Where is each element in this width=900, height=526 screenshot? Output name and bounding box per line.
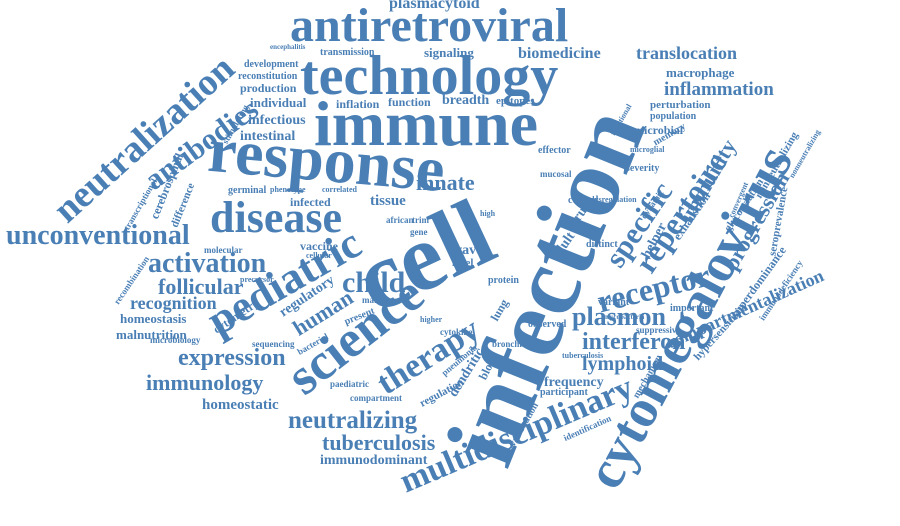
word: correlated bbox=[322, 185, 357, 194]
word: bronchial bbox=[492, 339, 529, 349]
word: interferon bbox=[582, 329, 686, 355]
word: high bbox=[480, 209, 496, 218]
word: function bbox=[388, 95, 431, 109]
word: level bbox=[452, 257, 474, 269]
word: neutralizing bbox=[288, 407, 418, 434]
word: mycobacteria bbox=[604, 313, 645, 321]
word: immunodominant bbox=[320, 453, 428, 468]
word: microbiology bbox=[150, 335, 201, 345]
word: distinct bbox=[586, 239, 618, 250]
word: perturbation bbox=[650, 99, 711, 111]
word: control bbox=[568, 195, 599, 206]
word: vaccine bbox=[300, 239, 338, 253]
word: tissue bbox=[370, 193, 406, 209]
word: infected bbox=[290, 195, 331, 209]
word: signaling bbox=[424, 45, 474, 60]
word: cellular bbox=[306, 251, 332, 260]
word: severity bbox=[626, 163, 660, 174]
word: frequency bbox=[544, 375, 604, 390]
word: suppressive bbox=[636, 325, 681, 335]
word: macrophage bbox=[666, 65, 735, 80]
word: higher bbox=[420, 315, 443, 324]
word: participant bbox=[540, 387, 588, 398]
word: microbial bbox=[634, 123, 684, 137]
word: wave bbox=[452, 243, 483, 258]
word: homeostatic bbox=[202, 397, 279, 413]
word: paediatric bbox=[330, 379, 369, 389]
word: breadth bbox=[442, 93, 490, 108]
word: individual bbox=[250, 95, 307, 110]
word: malnutrition bbox=[116, 327, 187, 342]
word: tuberculosis bbox=[562, 351, 604, 360]
word: production bbox=[240, 81, 297, 95]
word: important bbox=[670, 303, 714, 314]
word: dysregulation bbox=[590, 195, 637, 204]
word: intestinal bbox=[240, 129, 296, 144]
word: trim bbox=[412, 215, 429, 225]
word: child bbox=[342, 266, 406, 299]
word: protein bbox=[488, 275, 519, 286]
word: precursor bbox=[240, 275, 274, 284]
word: cytokine bbox=[440, 327, 473, 337]
word: tuberculosis bbox=[322, 430, 436, 455]
word: disease bbox=[210, 193, 342, 242]
word: variant bbox=[598, 297, 630, 308]
word: epitopes bbox=[496, 95, 535, 107]
word: plasmon bbox=[572, 302, 666, 331]
word: plasmacytoid bbox=[389, 0, 480, 12]
word: encephalitis bbox=[270, 43, 306, 51]
word: homeostasis bbox=[120, 311, 187, 326]
word: gene bbox=[410, 227, 428, 237]
word: reconstitution bbox=[238, 71, 298, 82]
word: population bbox=[650, 111, 697, 122]
word: transmission bbox=[320, 47, 375, 58]
word: infectious bbox=[248, 113, 306, 128]
word: activation bbox=[148, 248, 267, 279]
word: innate bbox=[416, 170, 475, 195]
word: inflammation bbox=[664, 79, 774, 100]
word: recognition bbox=[130, 293, 217, 313]
word: compartment bbox=[350, 393, 402, 403]
word: expression bbox=[178, 345, 286, 371]
word: technology bbox=[300, 45, 559, 107]
word: germinal bbox=[228, 185, 267, 196]
word: immunology bbox=[146, 370, 264, 395]
word: inflation bbox=[336, 97, 380, 111]
word: biomedicine bbox=[518, 45, 601, 62]
word: follicular bbox=[158, 274, 244, 299]
word: molecular bbox=[204, 245, 243, 255]
word: effector bbox=[538, 145, 571, 156]
word: sequencing bbox=[252, 339, 295, 349]
word: mucosal bbox=[540, 169, 572, 179]
word: marker bbox=[362, 295, 391, 305]
word: phenotype bbox=[270, 185, 306, 194]
word: antiretroviral bbox=[290, 0, 569, 52]
word: microglial bbox=[630, 145, 665, 154]
word: development bbox=[244, 59, 299, 70]
word: unconventional bbox=[6, 220, 190, 251]
word: african bbox=[386, 215, 414, 225]
word: translocation bbox=[636, 43, 737, 63]
word: observed bbox=[528, 319, 567, 330]
word: lymphoid bbox=[582, 353, 664, 375]
word: immune bbox=[314, 88, 538, 159]
